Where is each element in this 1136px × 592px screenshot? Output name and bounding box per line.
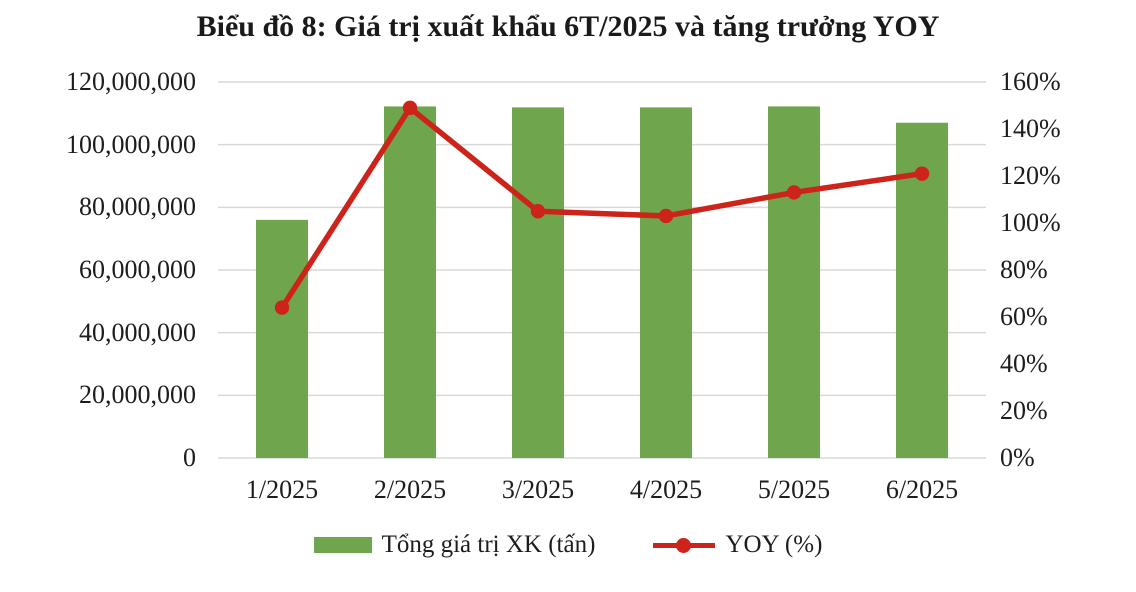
legend-item-bar-series: Tổng giá trị XK (tấn) (313, 531, 596, 559)
yoy-point-4/2025 (658, 208, 674, 224)
yoy-point-2/2025 (402, 100, 418, 116)
bar-5/2025 (768, 106, 820, 458)
bar-3/2025 (512, 107, 564, 458)
chart-title: Biểu đồ 8: Giá trị xuất khẩu 6T/2025 và … (196, 10, 940, 43)
line-series-dot (676, 537, 692, 553)
bar-1/2025 (256, 219, 308, 458)
yoy-point-1/2025 (274, 300, 290, 315)
yoy-point-6/2025 (914, 166, 930, 181)
yoy-line (279, 105, 925, 311)
bar-series-label: Tổng giá trị XK (tấn) (381, 531, 596, 558)
line-series-label: YOY (%) (725, 531, 823, 558)
bar-4/2025 (640, 107, 692, 458)
line-series-marker-icon (653, 537, 716, 553)
yoy-point-3/2025 (530, 204, 546, 219)
legend: Tổng giá trị XK (tấn) YOY (%) (0, 531, 1136, 559)
yoy-point-5/2025 (786, 185, 802, 200)
bar-2/2025 (384, 106, 436, 458)
legend-item-line-series: YOY (%) (653, 531, 822, 559)
bar-series-swatch-icon (313, 537, 372, 553)
